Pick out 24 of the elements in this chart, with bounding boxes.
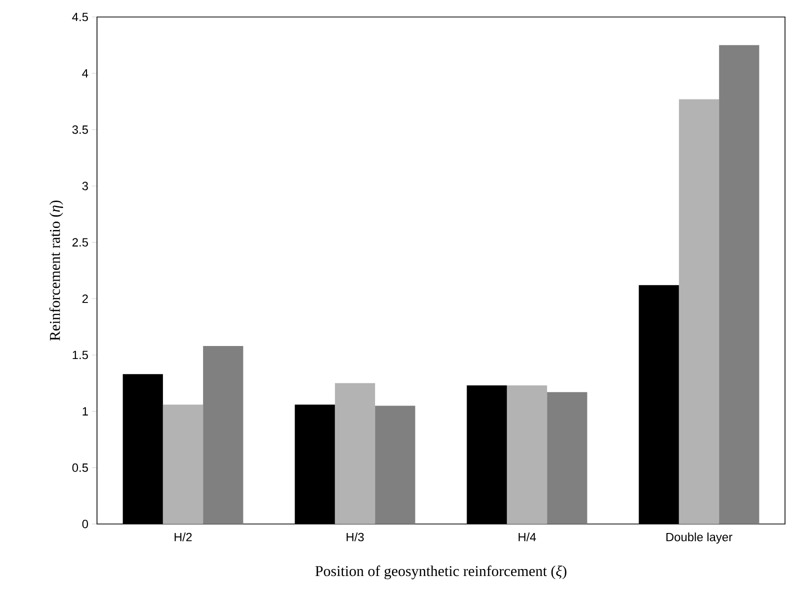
- x-tick-label: H/3: [346, 532, 364, 542]
- bar: [203, 346, 244, 524]
- x-tick-label: H/4: [518, 532, 536, 542]
- bar: [678, 99, 720, 524]
- y-axis-title: Reinforcement ratio (η): [49, 200, 64, 341]
- x-axis-title: Position of geosynthetic reinforcement (ξ): [315, 566, 566, 580]
- y-tick-label: 0: [82, 520, 88, 528]
- y-tick-label: 3.5: [72, 125, 88, 134]
- bar: [334, 383, 376, 524]
- bar: [506, 385, 548, 524]
- y-tick-label: 3: [82, 182, 88, 190]
- y-tick-label: 1.5: [72, 350, 88, 360]
- y-tick-label: 4.5: [72, 12, 88, 22]
- y-tick-label: 2.5: [72, 238, 88, 247]
- y-tick-label: 1: [82, 407, 88, 416]
- bar: [719, 45, 760, 524]
- x-tick-label: H/2: [174, 532, 192, 542]
- x-tick-label: Double layer: [666, 532, 732, 544]
- bar: [547, 392, 588, 524]
- y-tick-label: 2: [82, 294, 88, 303]
- y-tick-label: 4: [82, 69, 88, 78]
- bar: [162, 404, 204, 524]
- bar: [375, 406, 416, 524]
- y-tick-label: 0.5: [72, 463, 88, 472]
